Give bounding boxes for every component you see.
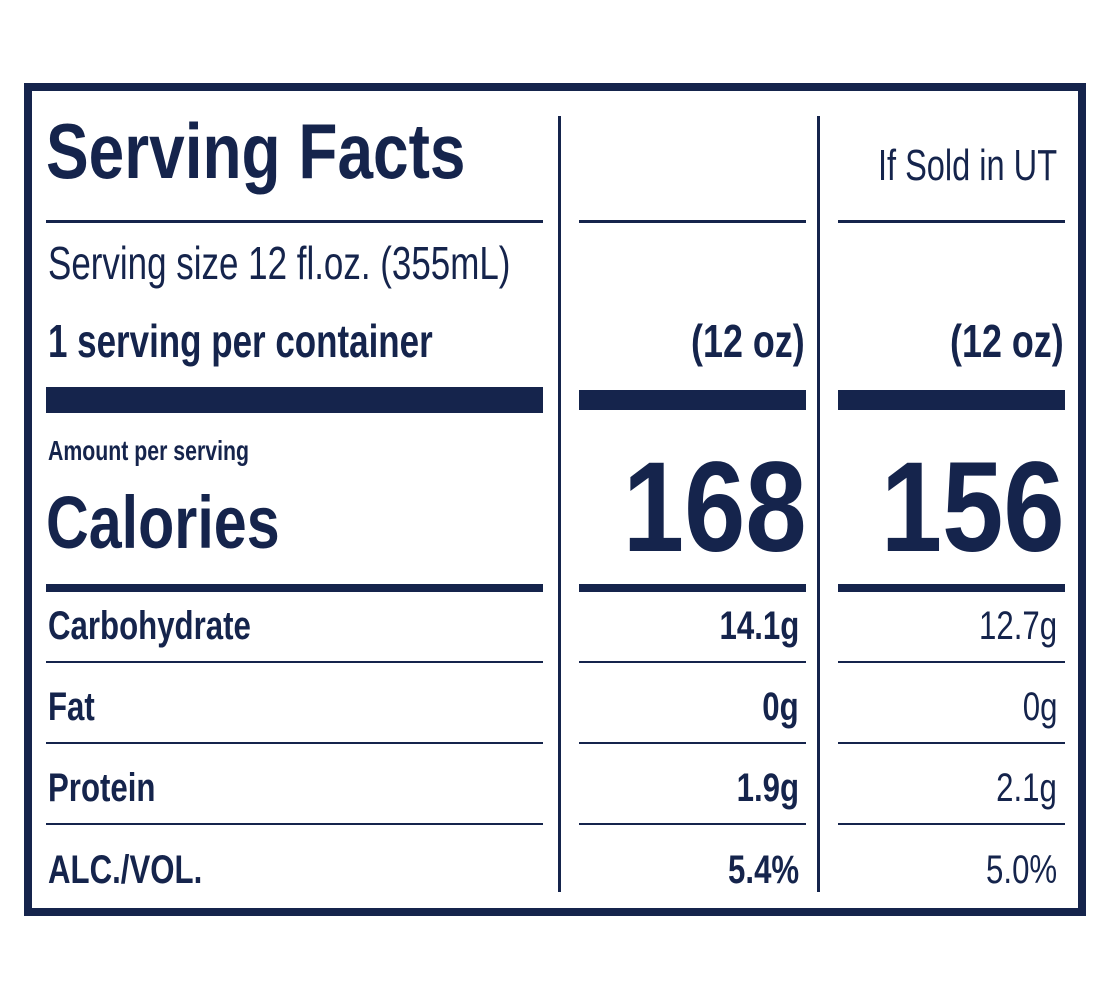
nutrient-value-col2: 12.7g bbox=[978, 604, 1057, 648]
column-divider-2 bbox=[817, 116, 820, 892]
nutrient-value-col2: 5.0% bbox=[985, 848, 1057, 892]
medium-divider bbox=[838, 584, 1065, 592]
nutrient-label: Fat bbox=[48, 685, 95, 729]
row-divider bbox=[46, 823, 543, 825]
nutrient-value-col1: 5.4% bbox=[727, 848, 799, 892]
panel-title: Serving Facts bbox=[46, 107, 466, 195]
row-divider bbox=[838, 823, 1065, 825]
thick-divider bbox=[838, 390, 1065, 410]
nutrient-value-col1: 0g bbox=[762, 685, 799, 729]
serving-size: Serving size 12 fl.oz. (355mL) bbox=[48, 237, 511, 289]
nutrient-label: Protein bbox=[48, 766, 156, 810]
col2-serving-size: (12 oz) bbox=[950, 315, 1064, 367]
servings-per-container: 1 serving per container bbox=[48, 315, 433, 367]
nutrient-value-col2: 0g bbox=[1022, 685, 1057, 729]
nutrient-value-col1: 1.9g bbox=[736, 766, 799, 810]
nutrient-value-col2: 2.1g bbox=[996, 766, 1057, 810]
calories-label: Calories bbox=[46, 481, 280, 564]
medium-divider bbox=[46, 584, 543, 592]
col1-serving-size: (12 oz) bbox=[691, 315, 805, 367]
medium-divider bbox=[579, 584, 806, 592]
row-divider bbox=[46, 661, 543, 663]
row-divider bbox=[838, 661, 1065, 663]
thick-divider bbox=[579, 390, 806, 410]
thick-divider bbox=[46, 387, 543, 413]
calories-col2: 156 bbox=[881, 436, 1065, 579]
calories-col1: 168 bbox=[623, 436, 807, 579]
column-divider-1 bbox=[558, 116, 561, 892]
nutrient-label: ALC./VOL. bbox=[48, 848, 203, 892]
divider bbox=[46, 220, 543, 223]
nutrient-value-col1: 14.1g bbox=[719, 604, 799, 648]
divider bbox=[838, 220, 1065, 223]
row-divider bbox=[579, 742, 806, 744]
column-header-ut: If Sold in UT bbox=[877, 141, 1057, 190]
row-divider bbox=[838, 742, 1065, 744]
nutrient-label: Carbohydrate bbox=[48, 604, 251, 648]
row-divider bbox=[579, 823, 806, 825]
divider bbox=[579, 220, 806, 223]
row-divider bbox=[46, 742, 543, 744]
row-divider bbox=[579, 661, 806, 663]
amount-per-serving: Amount per serving bbox=[48, 435, 250, 466]
